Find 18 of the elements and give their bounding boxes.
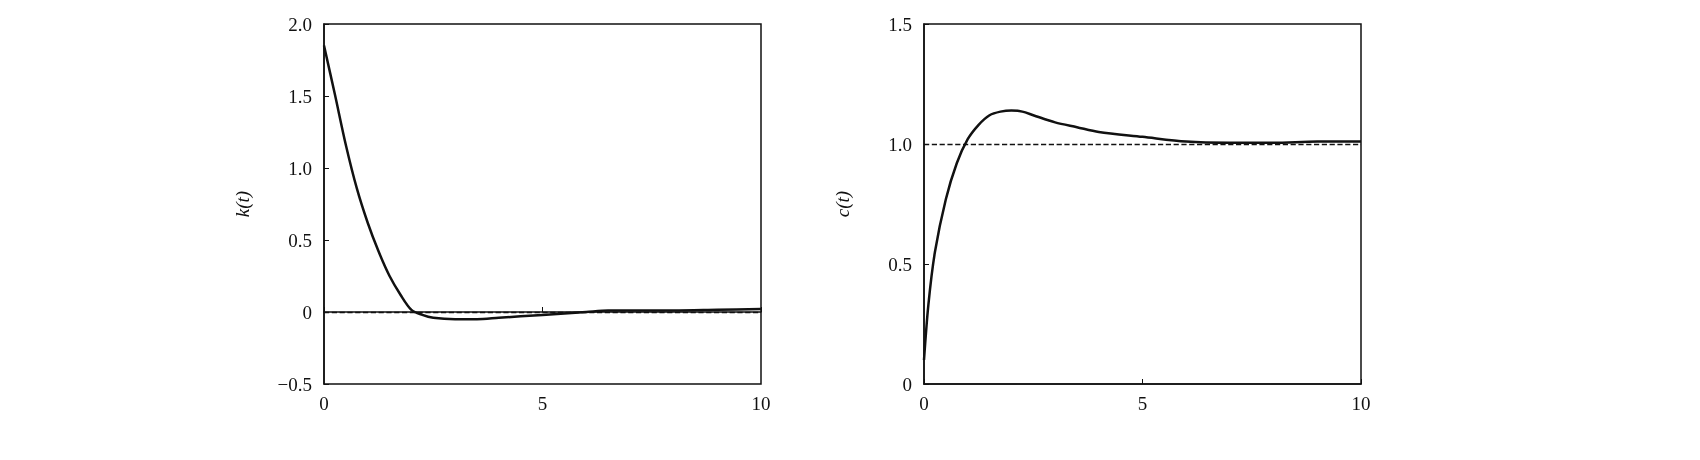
y-tick-label: 0: [302, 301, 312, 323]
y-tick-label: 1.5: [888, 13, 912, 35]
x-tick-label: 0: [919, 393, 929, 414]
y-axis-title: c(t): [832, 190, 854, 218]
y-tick-label: 1.5: [288, 85, 312, 107]
x-tick-label: 0: [319, 393, 329, 414]
y-tick-label: −0.5: [277, 373, 312, 395]
y-tick-label: 1.0: [888, 133, 912, 155]
y-tick-label: 0: [902, 373, 912, 395]
x-tick-label: 5: [537, 393, 548, 414]
x-tick-label: 10: [1351, 393, 1371, 414]
y-tick-label: 0.5: [888, 253, 912, 275]
y-tick-label: 2.0: [288, 13, 312, 35]
y-axis-title: k(t): [232, 190, 254, 218]
y-tick-label: 0.5: [288, 229, 312, 251]
y-tick-label: 1.0: [288, 157, 312, 179]
x-tick-label: 10: [751, 393, 771, 414]
x-tick-label: 5: [1137, 393, 1148, 414]
